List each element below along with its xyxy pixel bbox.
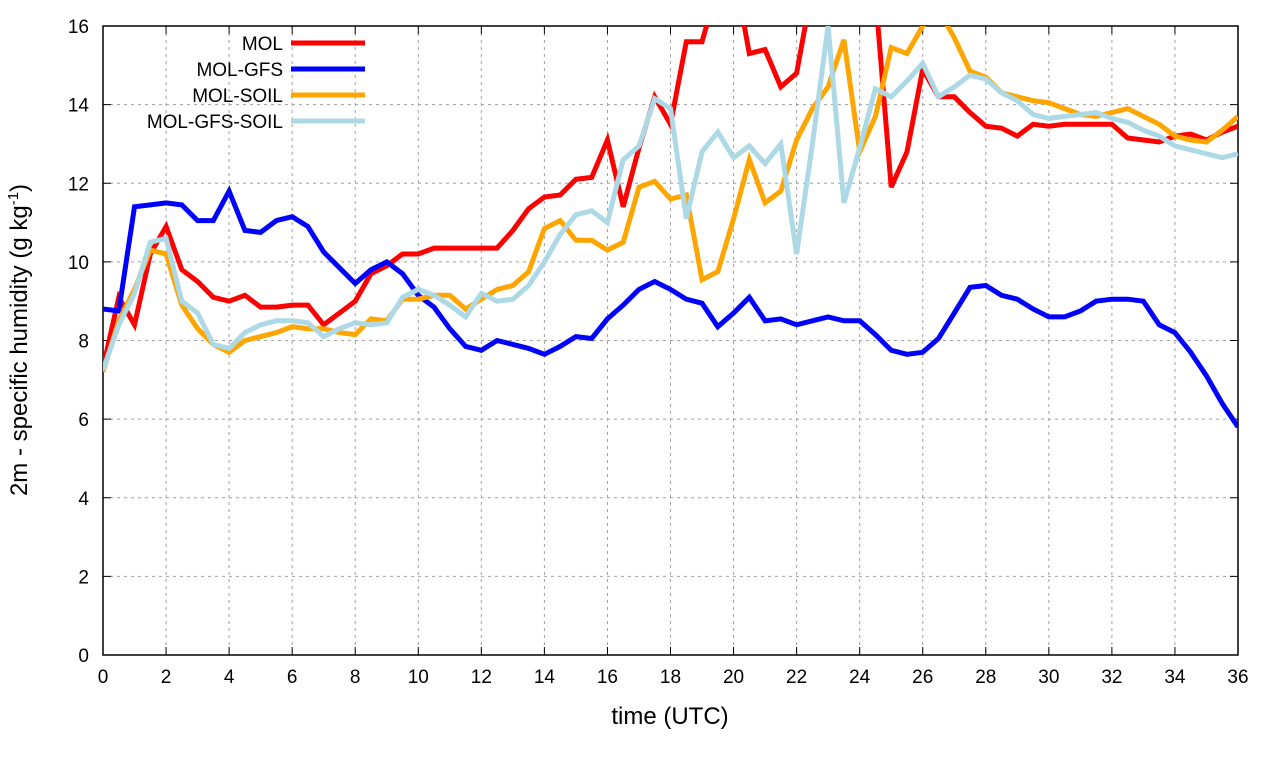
x-tick-label: 22 xyxy=(786,667,807,688)
legend-label: MOL xyxy=(242,34,283,55)
axis-ticks: 0 2 4 6 8 10 12 14 16 18 20 22 24 26 28 30 32 34 360246810… xyxy=(68,17,1249,688)
x-tick-label: 10 xyxy=(408,667,429,688)
y-tick-label: 12 xyxy=(68,174,89,195)
y-tick-label: 4 xyxy=(78,489,89,510)
series-line-mol-gfs xyxy=(103,185,1238,429)
x-tick-label: 4 xyxy=(224,667,235,688)
y-axis-label: 2m - specific humidity (g kg-1) xyxy=(5,184,33,496)
legend-label: MOL-SOIL xyxy=(192,86,283,107)
series-line-mol-gfs-soil xyxy=(103,26,1238,371)
x-tick-label: 14 xyxy=(534,667,556,688)
x-tick-label: 26 xyxy=(912,667,933,688)
series-line-mol-soil xyxy=(103,26,1238,373)
x-tick-label: 20 xyxy=(723,667,744,688)
series-lines xyxy=(103,26,1238,429)
legend-label: MOL-GFS-SOIL xyxy=(147,112,283,133)
x-tick-label: 34 xyxy=(1164,667,1186,688)
x-tick-label: 2 xyxy=(161,667,172,688)
y-tick-label: 0 xyxy=(78,646,89,667)
x-tick-label: 24 xyxy=(849,667,871,688)
y-tick-label: 2 xyxy=(78,567,89,588)
legend: MOL MOL-GFS MOL-SOIL MOL-GFS-SOIL xyxy=(147,34,365,133)
x-tick-label: 8 xyxy=(350,667,361,688)
x-tick-label: 36 xyxy=(1227,667,1248,688)
y-tick-label: 10 xyxy=(68,253,89,274)
x-axis-label: time (UTC) xyxy=(611,703,728,730)
y-tick-label: 16 xyxy=(68,17,89,38)
y-tick-label: 14 xyxy=(68,96,90,117)
plot-frame xyxy=(102,25,1239,656)
x-tick-label: 32 xyxy=(1101,667,1122,688)
x-tick-label: 16 xyxy=(597,667,618,688)
y-tick-label: 6 xyxy=(78,410,89,431)
legend-label: MOL-GFS xyxy=(196,60,283,81)
x-tick-label: 18 xyxy=(660,667,681,688)
y-tick-label: 8 xyxy=(78,332,89,353)
x-tick-label: 28 xyxy=(975,667,996,688)
x-tick-label: 0 xyxy=(98,667,109,688)
x-tick-label: 12 xyxy=(471,667,492,688)
x-tick-label: 6 xyxy=(287,667,298,688)
x-tick-label: 30 xyxy=(1038,667,1059,688)
grid xyxy=(103,26,1238,655)
